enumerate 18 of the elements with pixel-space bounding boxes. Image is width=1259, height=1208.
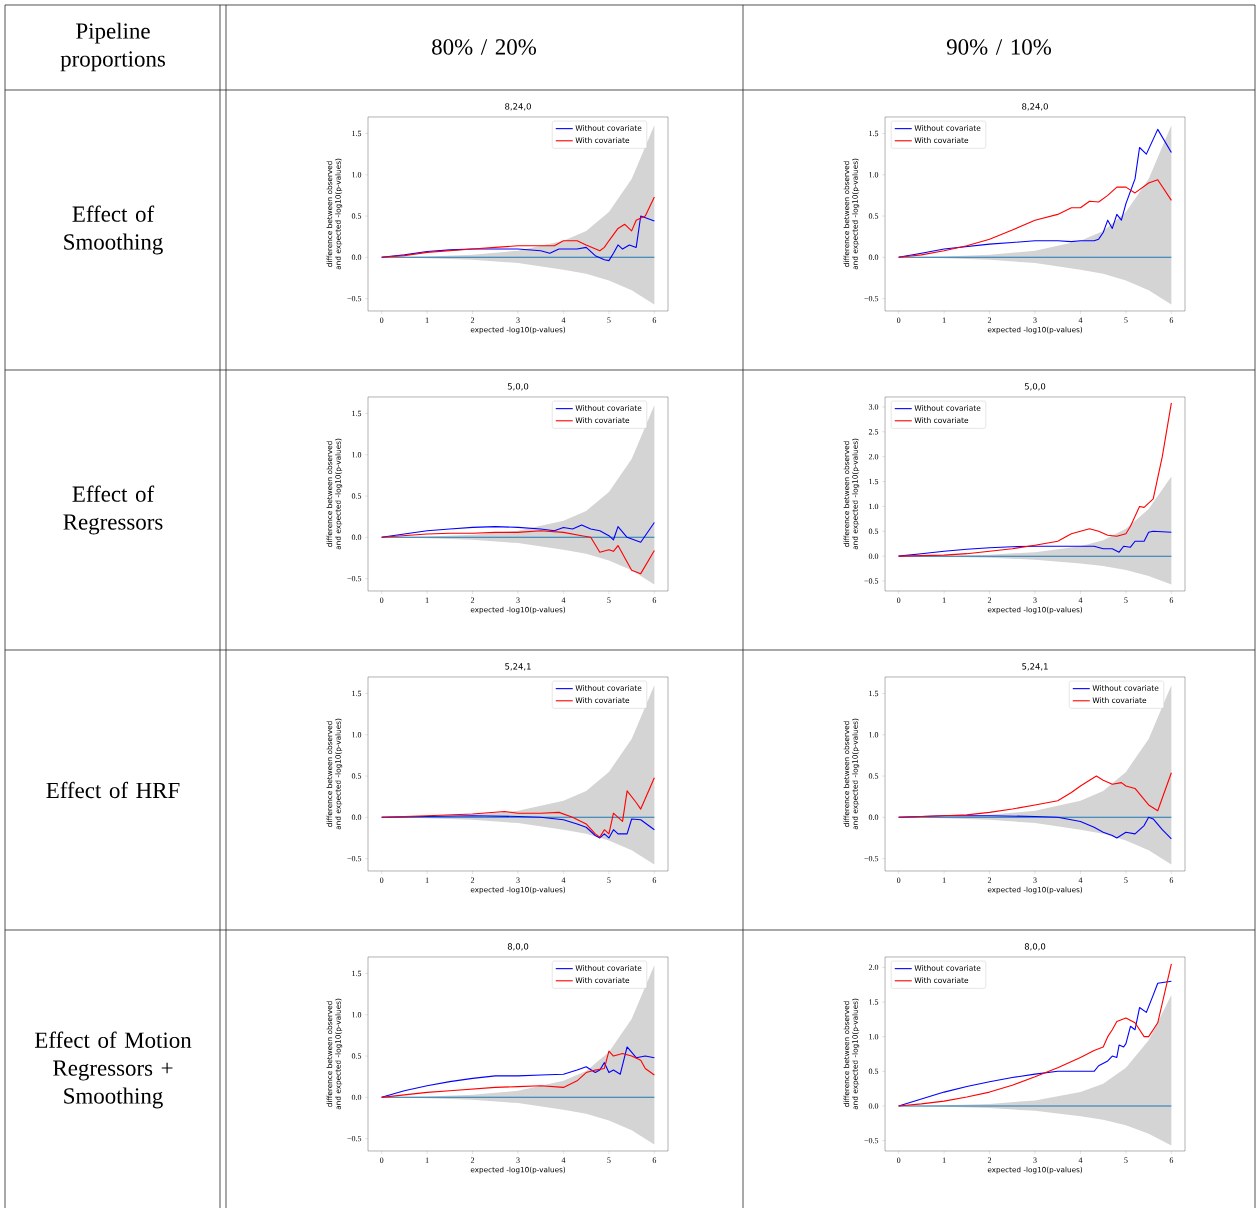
chart-title: 8,0,0 [507, 943, 529, 951]
chart-title: 5,24,1 [1022, 663, 1048, 671]
text: Effect of Motion Regressors + Smoothing [34, 1031, 192, 1109]
text: 80% / 20% [432, 39, 537, 55]
text: 90% / 10% [946, 39, 1052, 55]
text: Effect of Regressors [63, 485, 163, 535]
line-series [381, 776, 655, 838]
chart-title: 8,24,0 [505, 103, 531, 111]
line-series [898, 772, 1172, 818]
text: Effect of HRF [46, 781, 180, 798]
chart-title: 5,24,1 [505, 663, 531, 671]
chart-title: 5,0,0 [1024, 383, 1046, 391]
text: Effect of Smoothing [64, 205, 163, 255]
line-series [381, 521, 655, 543]
chart-title: 8,0,0 [1024, 943, 1046, 951]
chart-title: 5,0,0 [507, 383, 529, 391]
chart-title: 8,24,0 [1022, 103, 1048, 111]
text: Pipeline proportions [60, 22, 166, 72]
